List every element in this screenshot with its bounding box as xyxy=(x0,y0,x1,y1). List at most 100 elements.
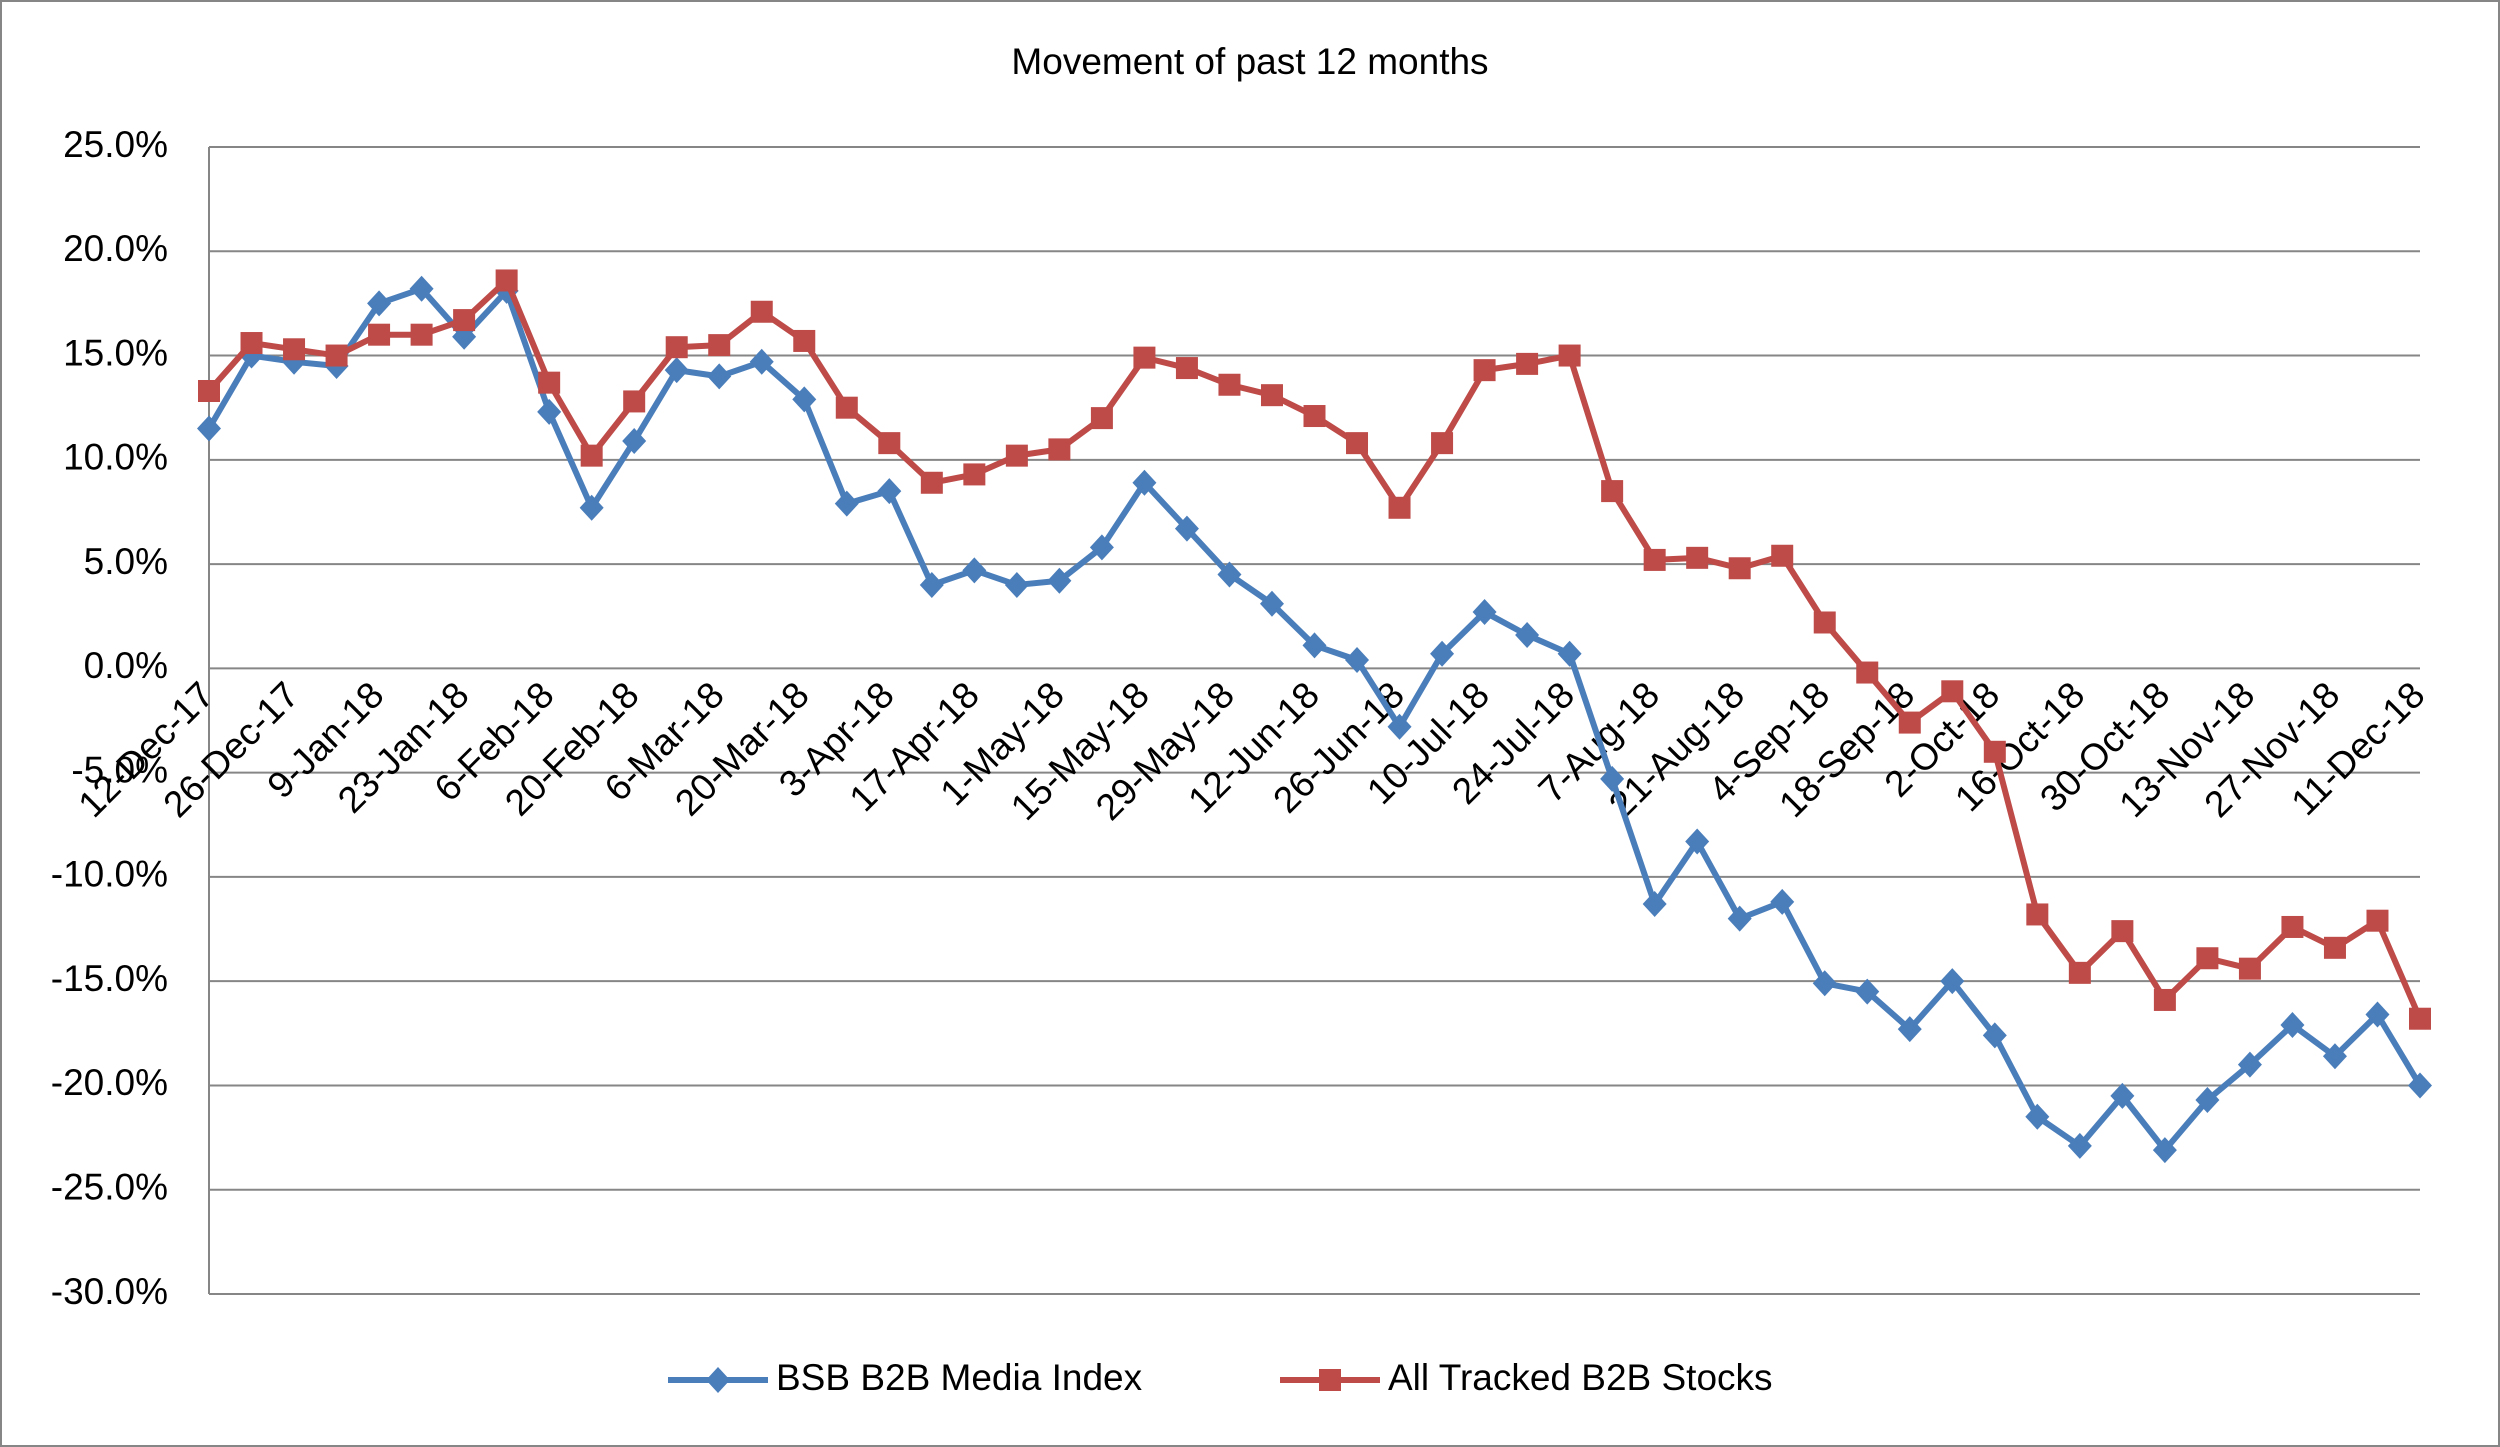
y-tick-label: 5.0% xyxy=(84,541,168,582)
data-point xyxy=(580,444,603,467)
data-point xyxy=(920,471,943,494)
data-point xyxy=(2323,936,2346,959)
data-point xyxy=(1856,661,1879,684)
data-point xyxy=(453,309,476,332)
data-point xyxy=(1217,561,1242,588)
data-point xyxy=(1302,632,1327,659)
data-point xyxy=(1812,970,1837,997)
data-point xyxy=(1642,891,1667,918)
data-point xyxy=(1133,346,1156,369)
data-point xyxy=(2196,947,2219,970)
data-point xyxy=(1558,344,1581,367)
data-point xyxy=(1982,1022,2007,1049)
data-point xyxy=(2025,1103,2050,1130)
data-point xyxy=(664,357,689,384)
data-point xyxy=(1218,373,1241,396)
data-point xyxy=(579,494,604,521)
data-point xyxy=(1472,599,1497,626)
data-point xyxy=(2408,1072,2432,1099)
data-point xyxy=(1047,567,1072,594)
data-point xyxy=(1345,647,1370,674)
data-point xyxy=(1005,444,1028,467)
y-tick-label: -10.0% xyxy=(51,854,168,895)
data-point xyxy=(1515,621,1540,648)
data-point xyxy=(2195,1087,2220,1114)
data-point xyxy=(197,415,221,442)
data-point xyxy=(1260,384,1283,407)
chart-title: Movement of past 12 months xyxy=(1011,41,1488,82)
data-point xyxy=(622,428,647,455)
data-point xyxy=(495,269,518,292)
data-point xyxy=(1004,571,1029,598)
y-tick-label: -15.0% xyxy=(51,958,168,999)
data-point xyxy=(750,300,773,323)
data-point xyxy=(410,323,433,346)
y-tick-label: -25.0% xyxy=(51,1167,168,1208)
legend-marker xyxy=(706,1367,730,1393)
data-point xyxy=(665,336,688,359)
data-point xyxy=(1855,978,1880,1005)
data-point xyxy=(2068,961,2091,984)
data-point xyxy=(1770,888,1795,915)
data-point xyxy=(2110,1082,2135,1109)
data-point xyxy=(1983,740,2006,763)
data-point xyxy=(240,332,263,355)
legend-marker xyxy=(1319,1369,1341,1391)
data-point xyxy=(1303,405,1326,428)
y-tick-label: -5.0% xyxy=(71,749,168,790)
data-point xyxy=(538,371,561,394)
data-point xyxy=(1557,640,1582,667)
data-point xyxy=(834,490,859,517)
data-point xyxy=(537,398,562,425)
data-point xyxy=(368,323,391,346)
data-point xyxy=(1898,711,1921,734)
y-tick-label: 10.0% xyxy=(63,437,168,478)
data-point xyxy=(1685,828,1710,855)
data-point xyxy=(878,432,901,455)
data-point xyxy=(835,396,858,419)
data-point xyxy=(1600,765,1625,792)
data-point xyxy=(2153,988,2176,1011)
data-point xyxy=(793,329,816,352)
data-point xyxy=(1431,432,1454,455)
y-tick-label: 25.0% xyxy=(63,124,168,165)
data-point xyxy=(877,478,902,505)
data-point xyxy=(1259,590,1284,617)
data-point xyxy=(1727,905,1752,932)
data-point xyxy=(1941,680,1964,703)
data-point xyxy=(1174,515,1199,542)
data-point xyxy=(1090,407,1113,430)
data-point xyxy=(1048,438,1071,461)
legend-label: BSB B2B Media Index xyxy=(776,1357,1143,1398)
data-point xyxy=(1346,432,1369,455)
data-point xyxy=(2026,903,2049,926)
y-tick-label: 20.0% xyxy=(63,228,168,269)
data-point xyxy=(792,386,817,413)
data-point xyxy=(1897,1016,1922,1043)
data-point xyxy=(1728,557,1751,580)
data-point xyxy=(1601,480,1624,503)
data-point xyxy=(2238,957,2261,980)
data-point xyxy=(2280,1011,2305,1038)
data-point xyxy=(962,557,987,584)
data-point xyxy=(1771,544,1794,567)
data-point xyxy=(2366,909,2389,932)
data-point xyxy=(1643,548,1666,571)
data-point xyxy=(707,363,732,390)
data-point xyxy=(2067,1132,2092,1159)
data-point xyxy=(2409,1007,2431,1030)
data-point xyxy=(1940,968,1965,995)
data-point xyxy=(283,338,306,361)
y-tick-label: 15.0% xyxy=(63,332,168,373)
data-point xyxy=(1388,496,1411,519)
legend-label: All Tracked B2B Stocks xyxy=(1388,1357,1773,1398)
data-point xyxy=(2152,1137,2177,1164)
data-point xyxy=(708,334,731,357)
data-point xyxy=(623,390,646,413)
data-point xyxy=(2237,1051,2262,1078)
y-tick-label: 0.0% xyxy=(84,645,168,686)
data-point xyxy=(1813,611,1836,634)
data-point xyxy=(1516,352,1539,375)
data-point xyxy=(1473,359,1496,382)
